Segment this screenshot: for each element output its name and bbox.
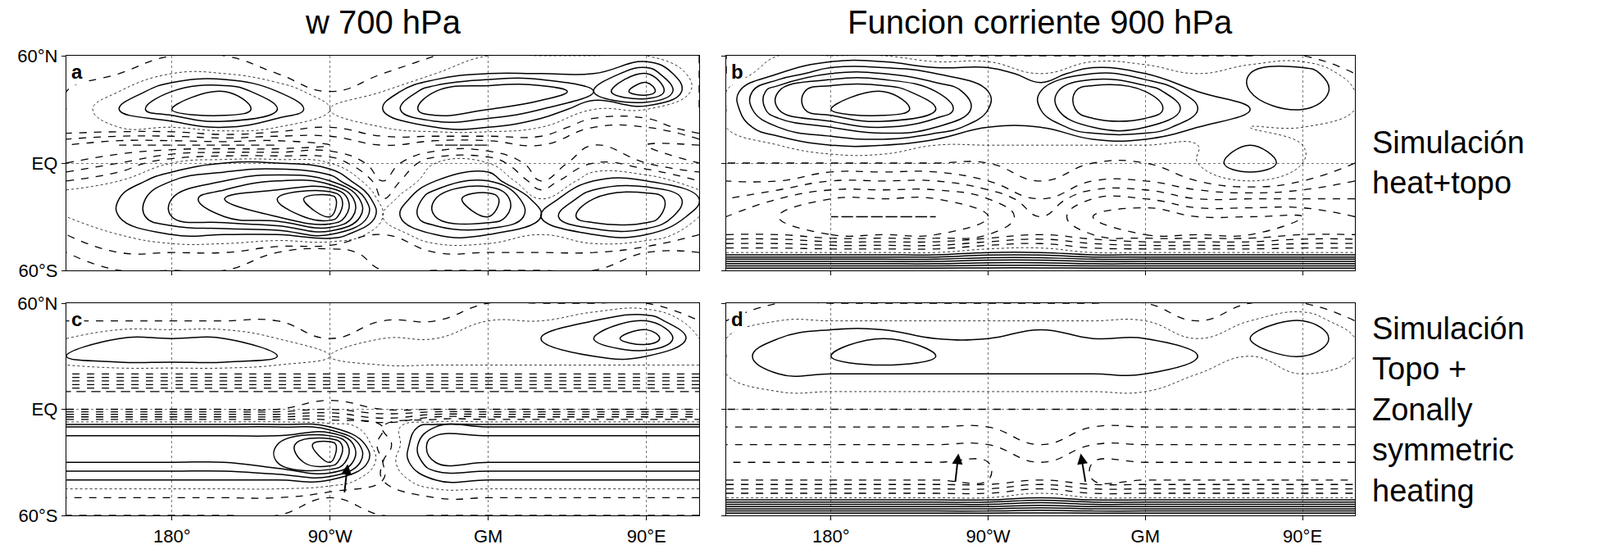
svg-text:GM: GM	[473, 526, 503, 547]
svg-text:60°S: 60°S	[18, 260, 58, 282]
svg-text:180°: 180°	[812, 526, 850, 547]
svg-text:Simulaciónheat+topo: Simulaciónheat+topo	[1372, 125, 1525, 200]
svg-text:90°E: 90°E	[1282, 526, 1323, 547]
svg-text:b: b	[731, 60, 744, 83]
svg-text:Funcion corriente 900 hPa: Funcion corriente 900 hPa	[847, 4, 1233, 41]
svg-text:EQ: EQ	[31, 399, 59, 420]
svg-text:180°: 180°	[153, 526, 191, 547]
svg-text:a: a	[71, 60, 83, 83]
svg-text:60°N: 60°N	[17, 293, 58, 314]
svg-text:EQ: EQ	[31, 153, 59, 174]
svg-text:c: c	[71, 308, 82, 331]
svg-text:SimulaciónTopo +Zonallysymmetr: SimulaciónTopo +Zonallysymmetricheating	[1372, 311, 1525, 509]
svg-text:90°W: 90°W	[308, 526, 353, 547]
svg-text:d: d	[731, 308, 744, 331]
svg-text:60°N: 60°N	[17, 45, 58, 67]
svg-text:GM: GM	[1131, 526, 1160, 547]
svg-text:w 700 hPa: w 700 hPa	[304, 4, 462, 41]
svg-text:60°S: 60°S	[18, 505, 58, 527]
svg-text:90°E: 90°E	[627, 526, 667, 547]
svg-text:90°W: 90°W	[966, 526, 1011, 547]
